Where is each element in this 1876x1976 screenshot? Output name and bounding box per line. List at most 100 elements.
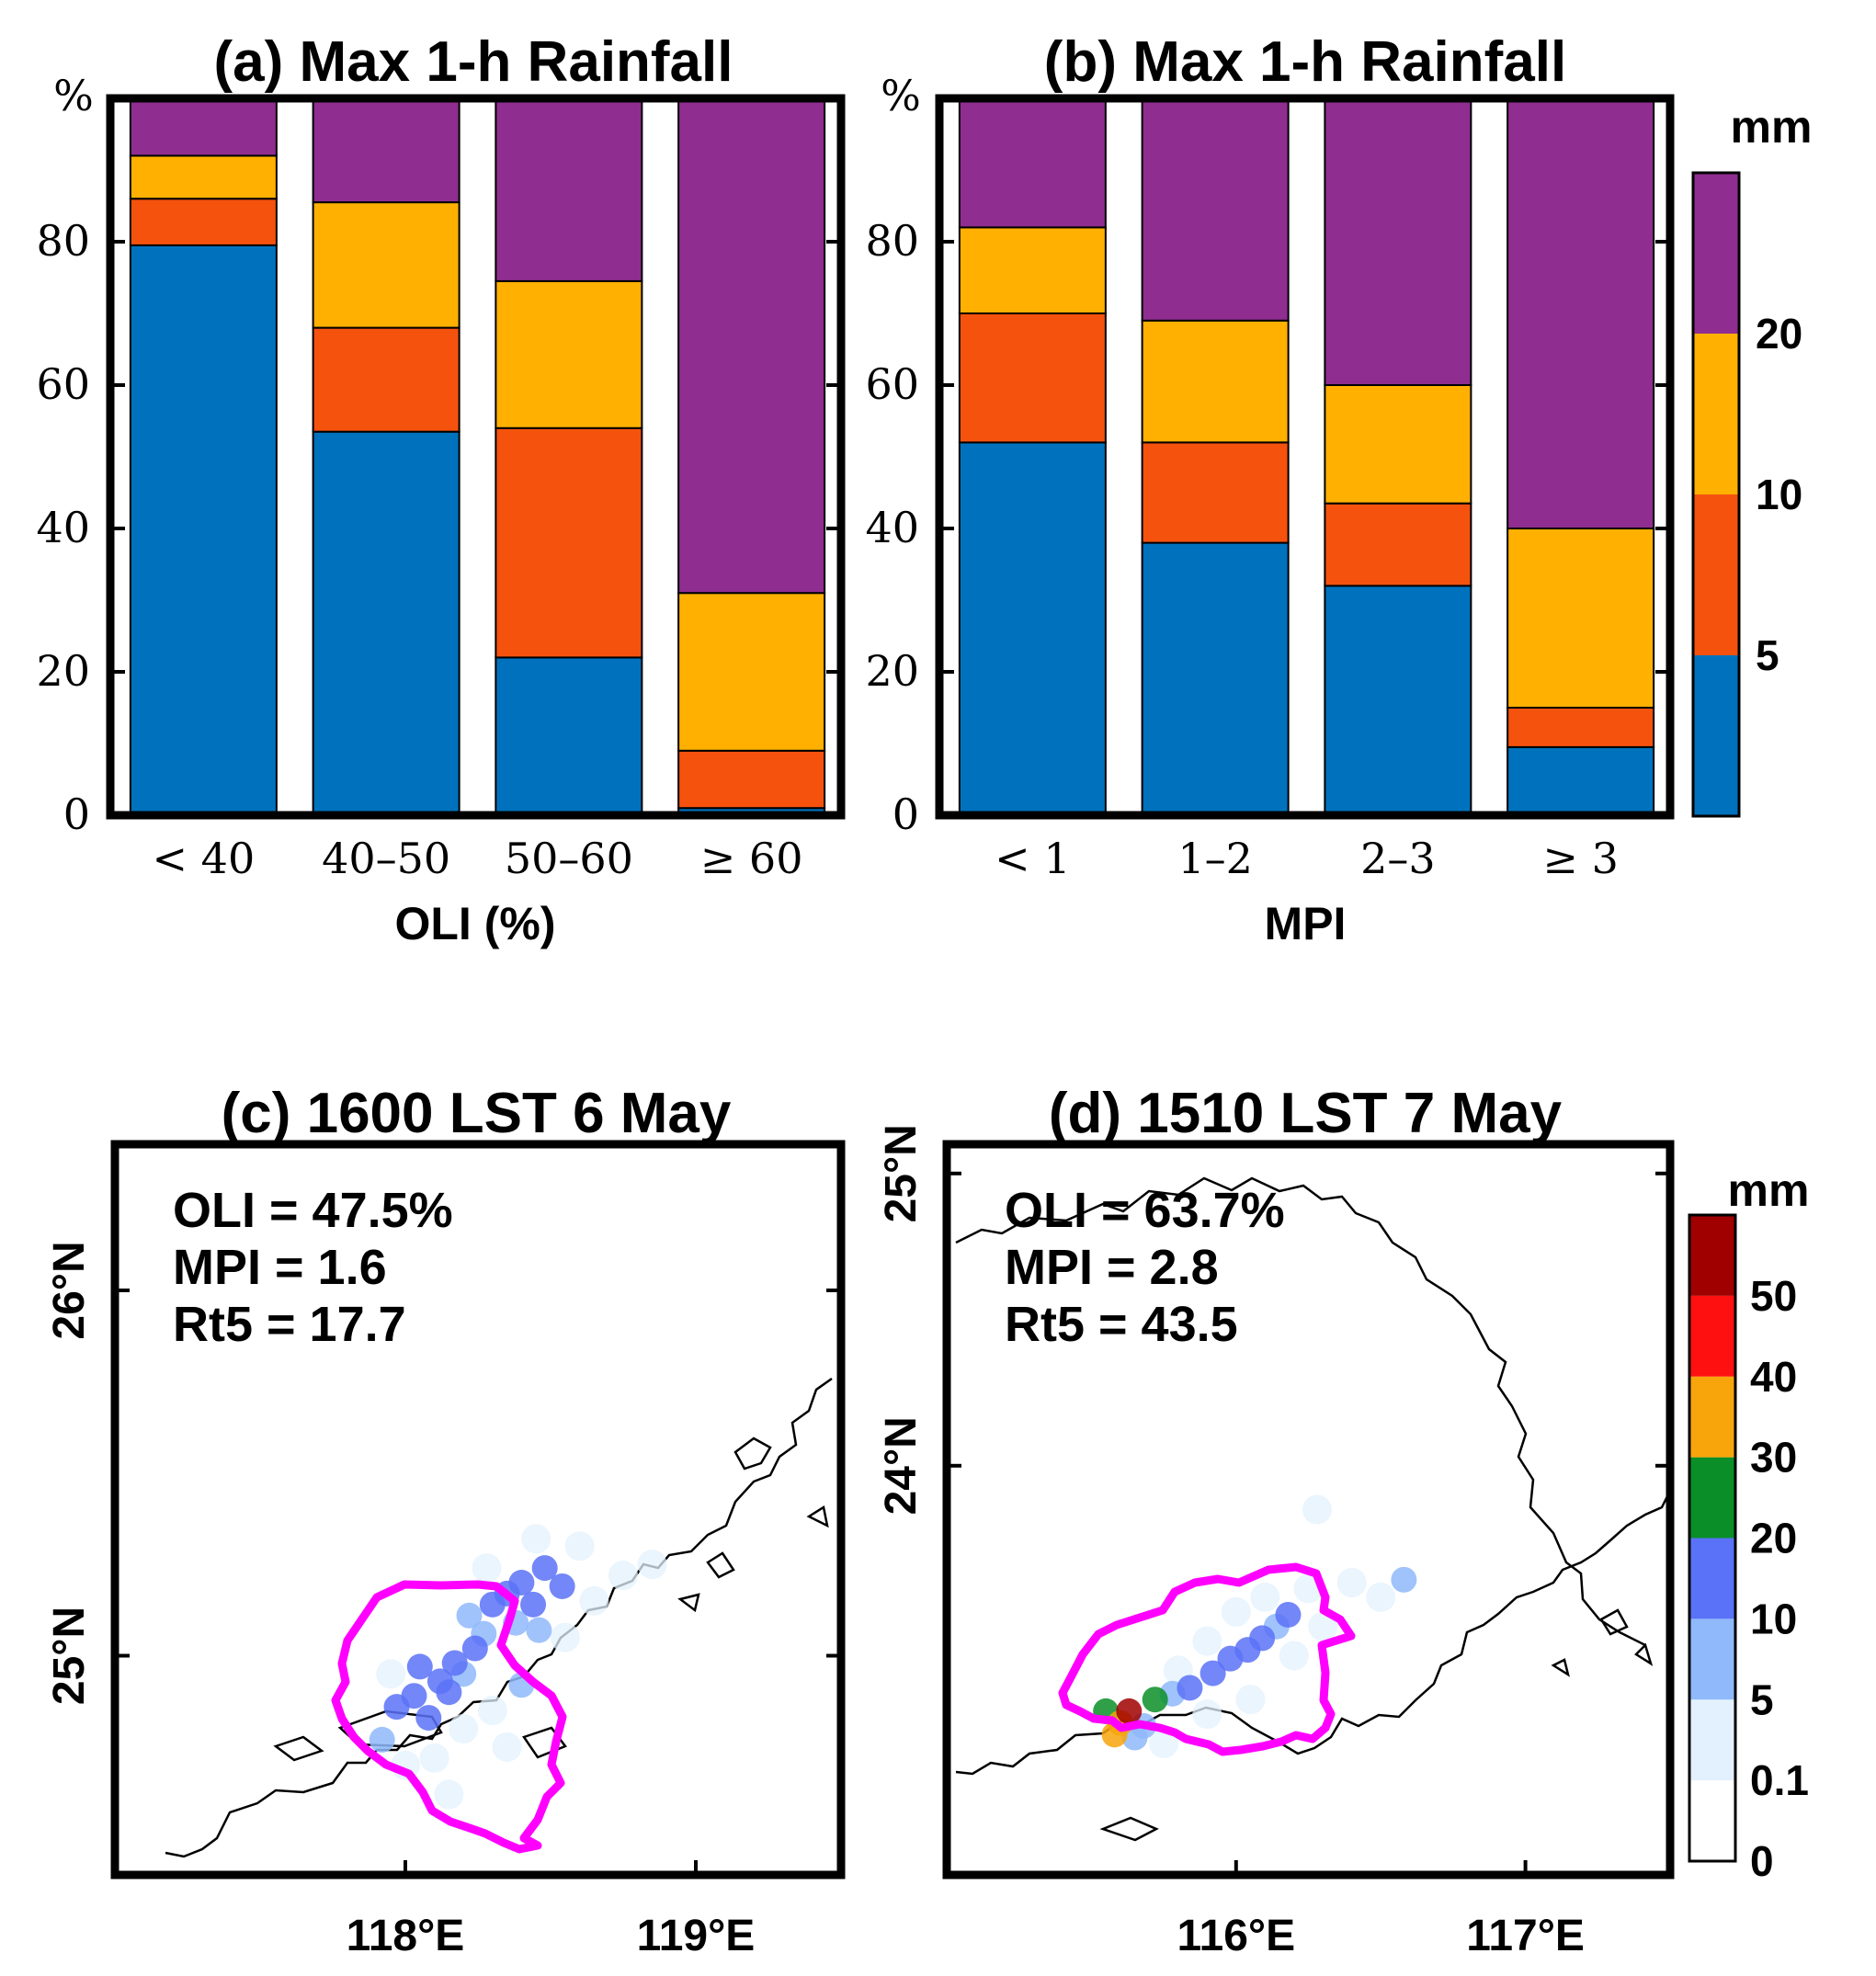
bar-a-1-3 <box>312 97 460 204</box>
bar-a-3-3 <box>677 97 826 595</box>
bar-a-1-1 <box>312 326 460 433</box>
rain-dot-d-19 <box>1177 1675 1203 1701</box>
bar-b-3-1 <box>1506 707 1655 748</box>
panel-d-coastline <box>955 1488 1673 1776</box>
colorbar-b-seg-1 <box>1693 494 1739 655</box>
panel-b-xticks: < 1 1–2 2–3 ≥ 3 <box>995 834 1619 883</box>
bar-a-3-2 <box>677 592 826 752</box>
rain-dot-c-6 <box>492 1732 522 1762</box>
panel-a: (a) Max 1-h Rainfall % 0 20 40 60 80 < 40 40–… <box>36 30 846 949</box>
rain-dot-d-3 <box>1336 1568 1367 1597</box>
panel-a-ylabel: % <box>53 71 94 120</box>
rain-dot-d-25 <box>1142 1686 1168 1713</box>
bar-b-1-3 <box>1141 97 1290 322</box>
colorbar-b-seg-0 <box>1693 655 1739 816</box>
ytick-label-b-0: 0 <box>893 789 919 839</box>
colorbar-d-tick-0: 0 <box>1750 1837 1774 1885</box>
ytick-label-a-0: 0 <box>63 789 90 839</box>
bar-a-0-2 <box>129 154 278 200</box>
panel-c: (c) 1600 LST 6 May OLI = 47.5%MPI = 1.6R… <box>45 1082 846 1960</box>
rain-dot-d-8 <box>1221 1596 1251 1627</box>
bar-a-3-1 <box>677 749 826 810</box>
panel-c-contour <box>331 1580 567 1854</box>
panel-d-contour <box>1058 1562 1356 1756</box>
rain-dot-d-12 <box>1149 1728 1179 1758</box>
rain-dot-d-9 <box>1250 1582 1280 1612</box>
annotation-c-1: MPI = 1.6 <box>173 1240 387 1295</box>
annotation-d-1: MPI = 2.8 <box>1005 1240 1219 1295</box>
colorbar-d-tick-3: 10 <box>1750 1595 1797 1642</box>
panel-d-colorbar: 0 0.1 5 10 20 30 40 50 <box>1688 1213 1809 1885</box>
ytick-label-b-3: 60 <box>865 359 919 409</box>
colorbar-b-tick-2: 20 <box>1756 310 1802 358</box>
panel-c-coastline <box>165 1377 833 1858</box>
rain-dot-c-7 <box>550 1622 580 1652</box>
ytick-label-b-1: 20 <box>865 646 919 696</box>
colorbar-d-tick-1: 0.1 <box>1750 1756 1809 1804</box>
bar-b-0-2 <box>958 226 1107 314</box>
rain-dot-c-15 <box>369 1726 395 1753</box>
panel-d-rain-dots <box>1093 1494 1417 1758</box>
bar-b-2-2 <box>1324 384 1472 505</box>
xtick-label-a-2: 50–60 <box>505 834 633 883</box>
bar-a-1-2 <box>312 201 460 329</box>
rain-dot-c-8 <box>564 1531 595 1561</box>
rain-dot-d-2 <box>1192 1699 1222 1730</box>
colorbar-d-seg-0 <box>1689 1780 1735 1861</box>
colorbar-d-seg-6 <box>1689 1295 1735 1377</box>
panel-a-bars <box>129 97 826 817</box>
colorbar-d-tick-5: 30 <box>1750 1434 1797 1482</box>
rain-dot-c-30 <box>549 1573 575 1599</box>
bar-a-2-0 <box>495 656 643 817</box>
bar-b-0-1 <box>958 312 1107 444</box>
rain-dot-c-4 <box>419 1743 449 1773</box>
xtick-label-a-3: ≥ 60 <box>700 834 803 883</box>
panel-d-colorbar-unit: mm <box>1728 1164 1810 1216</box>
xtick-label-c-0: 118°E <box>347 1912 465 1960</box>
colorbar-b-seg-2 <box>1693 334 1739 494</box>
xtick-label-b-1: 1–2 <box>1177 834 1253 883</box>
colorbar-d-tick-4: 20 <box>1750 1515 1797 1562</box>
bar-b-1-0 <box>1141 541 1290 816</box>
panel-d-map <box>955 1176 1673 1842</box>
bar-a-0-1 <box>129 198 278 246</box>
panel-d-frame <box>942 1140 1675 1879</box>
panel-c-frame <box>110 1140 846 1879</box>
xtick-label-b-3: ≥ 3 <box>1542 834 1618 883</box>
ytick-label-a-4: 80 <box>36 216 90 266</box>
panel-b-colorbar-unit: mm <box>1731 101 1813 153</box>
panel-a-yticks: 0 20 40 60 80 <box>36 216 841 839</box>
bar-b-3-2 <box>1506 528 1655 709</box>
xtick-label-b-2: 2–3 <box>1360 834 1436 883</box>
colorbar-d-tick-2: 5 <box>1750 1675 1774 1723</box>
colorbar-d-seg-4 <box>1689 1457 1735 1539</box>
colorbar-d-tick-7: 50 <box>1750 1272 1797 1320</box>
xtick-label-a-0: < 40 <box>153 834 256 883</box>
colorbar-d-seg-7 <box>1689 1215 1735 1296</box>
bar-b-3-0 <box>1506 745 1655 817</box>
annotation-c-0: OLI = 47.5% <box>173 1183 453 1238</box>
bar-b-3-3 <box>1506 97 1655 529</box>
bar-b-0-3 <box>958 97 1107 229</box>
bar-a-2-2 <box>495 279 643 429</box>
ytick-label-d-1: 25°N <box>877 1124 926 1222</box>
bar-b-2-1 <box>1324 502 1472 587</box>
rain-dot-c-33 <box>508 1570 535 1596</box>
panel-b-frame <box>935 94 1675 820</box>
colorbar-b-frame <box>1691 171 1741 818</box>
rain-dot-c-32 <box>426 1668 453 1695</box>
rain-dot-c-31 <box>401 1683 427 1709</box>
rain-dot-c-23 <box>461 1635 488 1662</box>
rain-dot-c-21 <box>406 1653 433 1680</box>
panel-c-map <box>165 1377 833 1858</box>
rain-dot-c-13 <box>472 1553 502 1584</box>
colorbar-b-tick-0: 5 <box>1756 631 1779 679</box>
rain-dot-c-26 <box>415 1705 442 1732</box>
ytick-label-a-3: 60 <box>36 359 90 409</box>
panel-c-ticks: 118°E 119°E 25°N 26°N <box>45 1241 841 1960</box>
panel-a-xticks: < 40 40–50 50–60 ≥ 60 <box>153 834 803 883</box>
xtick-label-d-1: 117°E <box>1466 1912 1585 1960</box>
ytick-label-c-0: 25°N <box>45 1607 94 1705</box>
